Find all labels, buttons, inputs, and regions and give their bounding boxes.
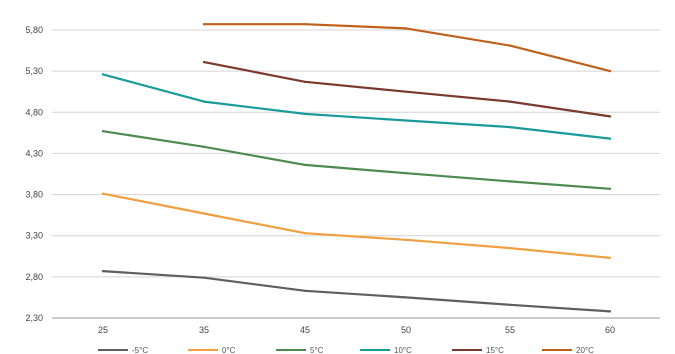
data-point	[608, 70, 612, 73]
data-point	[608, 187, 612, 190]
x-tick-label: 25	[98, 325, 108, 335]
data-point	[202, 23, 206, 26]
series-lines	[101, 23, 612, 313]
x-tick-label: 50	[401, 325, 411, 335]
x-axis-ticks: 25 35 45 50 55 60	[98, 325, 615, 335]
y-tick-label: 5,30	[25, 66, 43, 76]
series-line	[101, 192, 612, 259]
data-point	[404, 296, 408, 299]
data-point	[202, 60, 206, 64]
series-line	[101, 270, 612, 313]
data-point	[508, 125, 512, 129]
data-point	[404, 90, 408, 93]
legend-label: 20°C	[576, 346, 594, 354]
legend-label: -5°C	[132, 346, 148, 354]
x-tick-label: 45	[300, 325, 310, 335]
data-point	[608, 256, 612, 260]
data-point	[101, 269, 105, 273]
y-axis-ticks: 2,30 2,80 3,30 3,80 4,30 4,80 5,30 5,80	[25, 25, 43, 323]
data-point	[508, 246, 512, 250]
y-tick-label: 4,30	[25, 148, 43, 158]
y-tick-label: 2,30	[25, 313, 43, 323]
data-point	[303, 163, 307, 167]
y-tick-label: 3,30	[25, 231, 43, 241]
y-tick-label: 4,80	[25, 107, 43, 117]
series-line	[202, 23, 612, 73]
legend-label: 10°C	[394, 346, 412, 354]
data-point	[608, 115, 612, 118]
data-point	[404, 172, 408, 175]
x-tick-label: 55	[505, 325, 515, 335]
data-point	[202, 100, 206, 103]
y-tick-label: 2,80	[25, 272, 43, 282]
x-tick-label: 60	[605, 325, 615, 335]
legend: -5°C 0°C 5°C 10°C 15°C 20°C	[98, 346, 594, 354]
data-point	[404, 27, 408, 30]
data-point	[508, 180, 512, 183]
y-tick-label: 5,80	[25, 25, 43, 35]
data-point	[404, 238, 408, 241]
data-point	[101, 73, 105, 76]
data-point	[303, 23, 307, 26]
legend-label: 15°C	[486, 346, 504, 354]
data-point	[303, 112, 307, 116]
data-point	[608, 310, 612, 313]
series-line	[101, 73, 612, 140]
data-point	[508, 44, 512, 47]
legend-label: 5°C	[310, 346, 324, 354]
data-point	[202, 276, 206, 279]
legend-label: 0°C	[222, 346, 236, 354]
data-point	[303, 80, 307, 83]
data-point	[303, 232, 307, 235]
data-point	[202, 212, 206, 215]
series-line	[101, 130, 612, 190]
data-point	[202, 145, 206, 148]
data-point	[508, 100, 512, 103]
data-point	[303, 289, 307, 292]
y-tick-label: 3,80	[25, 190, 43, 200]
data-point	[101, 130, 105, 133]
data-point	[101, 192, 105, 195]
x-tick-label: 35	[199, 325, 209, 335]
data-point	[508, 303, 512, 306]
data-point	[404, 119, 408, 122]
data-point	[608, 137, 612, 140]
